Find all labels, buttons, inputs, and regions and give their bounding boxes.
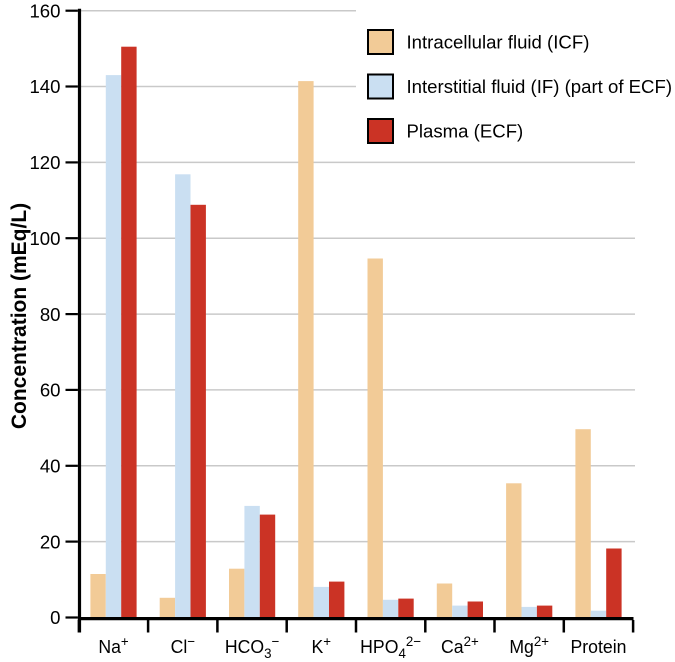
svg-text:140: 140 [29,76,60,97]
svg-text:0: 0 [50,607,60,628]
svg-text:Protein: Protein [571,637,627,658]
svg-text:Interstitial fluid (IF) (part: Interstitial fluid (IF) (part of ECF) [407,76,673,97]
svg-text:HCO3−: HCO3− [225,634,279,661]
svg-text:20: 20 [40,531,61,552]
svg-text:Concentration (mEq/L): Concentration (mEq/L) [8,203,31,429]
svg-text:Plasma (ECF): Plasma (ECF) [407,121,524,142]
svg-text:160: 160 [29,0,60,21]
svg-text:120: 120 [29,152,60,173]
svg-text:60: 60 [40,380,61,401]
svg-text:100: 100 [29,228,60,249]
svg-text:80: 80 [40,304,61,325]
svg-text:Intracellular fluid (ICF): Intracellular fluid (ICF) [407,32,590,53]
svg-text:40: 40 [40,456,61,477]
